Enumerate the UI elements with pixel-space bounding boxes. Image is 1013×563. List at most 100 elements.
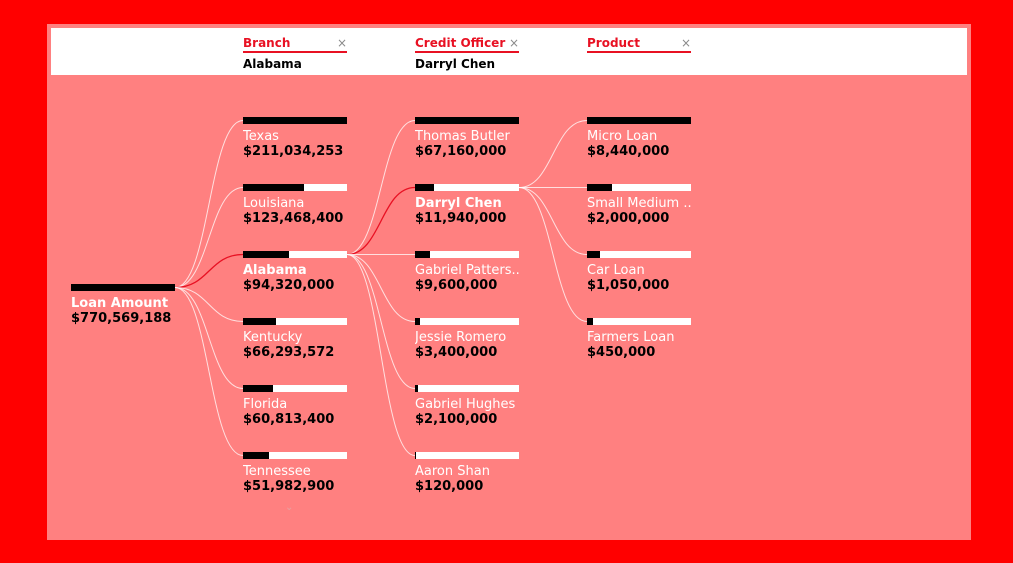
node-product[interactable]: Micro Loan $8,440,000 bbox=[587, 117, 691, 159]
tree-link bbox=[174, 120, 244, 288]
node-label: Alabama bbox=[243, 263, 307, 278]
tree-link bbox=[174, 287, 244, 322]
node-value: $211,034,253 bbox=[243, 144, 344, 159]
value-bar-fill bbox=[243, 318, 276, 325]
tree-link bbox=[518, 187, 588, 255]
tree-link bbox=[346, 254, 416, 389]
node-label: Aaron Shan bbox=[415, 464, 490, 479]
value-bar-fill bbox=[243, 117, 347, 124]
node-officer[interactable]: Thomas Butler $67,160,000 bbox=[415, 117, 519, 159]
node-branch-louisiana[interactable]: Louisiana $123,468,400 bbox=[243, 184, 347, 226]
value-bar bbox=[71, 284, 175, 291]
tree-link bbox=[346, 254, 416, 322]
node-value: $770,569,188 bbox=[71, 311, 172, 326]
node-branch-florida[interactable]: Florida $60,813,400 bbox=[243, 385, 347, 427]
tree-link bbox=[174, 287, 244, 389]
value-bar-fill bbox=[415, 385, 419, 392]
node-value: $8,440,000 bbox=[587, 144, 670, 159]
value-bar bbox=[415, 318, 519, 325]
node-label: Florida bbox=[243, 397, 288, 412]
node-product[interactable]: Small Medium ... $2,000,000 bbox=[587, 184, 691, 226]
value-bar-fill bbox=[587, 318, 593, 325]
node-value: $3,400,000 bbox=[415, 345, 498, 360]
node-label: Gabriel Patters... bbox=[415, 263, 519, 278]
node-value: $66,293,572 bbox=[243, 345, 335, 360]
value-bar bbox=[587, 251, 691, 258]
close-icon[interactable]: × bbox=[336, 36, 347, 50]
node-label: Texas bbox=[243, 129, 279, 144]
value-bar bbox=[243, 452, 347, 459]
header-credit-officer: Credit Officer × Darryl Chen bbox=[415, 36, 519, 71]
tree-link bbox=[174, 187, 244, 288]
header-branch: Branch × Alabama bbox=[243, 36, 347, 71]
value-bar bbox=[415, 184, 519, 191]
header-credit-officer-title[interactable]: Credit Officer × bbox=[415, 36, 519, 53]
header-branch-title[interactable]: Branch × bbox=[243, 36, 347, 53]
node-officer[interactable]: Gabriel Patters... $9,600,000 bbox=[415, 251, 519, 293]
tree-link bbox=[174, 287, 244, 456]
value-bar bbox=[243, 251, 347, 258]
selected-link bbox=[174, 253, 244, 289]
value-bar bbox=[587, 318, 691, 325]
selected-link bbox=[346, 186, 416, 256]
node-branch-kentucky[interactable]: Kentucky $66,293,572 bbox=[243, 318, 347, 360]
value-bar bbox=[243, 117, 347, 124]
node-branch-alabama[interactable]: Alabama $94,320,000 bbox=[243, 251, 347, 293]
node-value: $123,468,400 bbox=[243, 211, 344, 226]
node-product[interactable]: Farmers Loan $450,000 bbox=[587, 318, 691, 360]
node-label: Tennessee bbox=[243, 464, 311, 479]
node-value: $450,000 bbox=[587, 345, 656, 360]
node-value: $2,100,000 bbox=[415, 412, 498, 427]
node-label: Micro Loan bbox=[587, 129, 658, 144]
value-bar bbox=[243, 385, 347, 392]
value-bar bbox=[415, 117, 519, 124]
node-value: $11,940,000 bbox=[415, 211, 507, 226]
value-bar-fill bbox=[243, 385, 273, 392]
value-bar-fill bbox=[243, 251, 290, 258]
value-bar-fill bbox=[587, 251, 600, 258]
value-bar bbox=[587, 117, 691, 124]
tree-link bbox=[518, 187, 588, 322]
node-value: $120,000 bbox=[415, 479, 484, 494]
close-icon[interactable]: × bbox=[508, 36, 519, 50]
node-branch-tennessee[interactable]: Tennessee $51,982,900 bbox=[243, 452, 347, 494]
node-branch-texas[interactable]: Texas $211,034,253 bbox=[243, 117, 347, 159]
node-product[interactable]: Car Loan $1,050,000 bbox=[587, 251, 691, 293]
node-officer[interactable]: Aaron Shan $120,000 bbox=[415, 452, 519, 494]
value-bar bbox=[415, 251, 519, 258]
tree-link bbox=[346, 120, 416, 255]
node-label: Small Medium ... bbox=[587, 196, 691, 211]
node-label: Jessie Romero bbox=[415, 330, 507, 345]
value-bar bbox=[415, 452, 519, 459]
header-product: Product × bbox=[587, 36, 691, 57]
value-bar-fill bbox=[243, 184, 304, 191]
value-bar-fill bbox=[587, 117, 691, 124]
value-bar-fill bbox=[243, 452, 269, 459]
node-label: Car Loan bbox=[587, 263, 645, 278]
node-label: Loan Amount bbox=[71, 296, 169, 311]
close-icon[interactable]: × bbox=[680, 36, 691, 50]
node-officer[interactable]: Jessie Romero $3,400,000 bbox=[415, 318, 519, 360]
value-bar-fill bbox=[587, 184, 612, 191]
header-branch-value: Alabama bbox=[243, 57, 302, 71]
node-label: Thomas Butler bbox=[415, 129, 510, 144]
node-value: $94,320,000 bbox=[243, 278, 335, 293]
tree-link bbox=[346, 254, 416, 456]
node-officer[interactable]: Darryl Chen $11,940,000 bbox=[415, 184, 519, 226]
node-officer[interactable]: Gabriel Hughes $2,100,000 bbox=[415, 385, 519, 427]
value-bar-fill bbox=[71, 284, 175, 291]
tree-link bbox=[518, 120, 588, 188]
node-label: Farmers Loan bbox=[587, 330, 675, 345]
value-bar-fill bbox=[415, 251, 430, 258]
value-bar-fill bbox=[415, 184, 434, 191]
node-root[interactable]: Loan Amount $770,569,188 bbox=[71, 284, 175, 326]
node-value: $51,982,900 bbox=[243, 479, 335, 494]
chevron-down-icon[interactable]: ⌄ bbox=[285, 502, 294, 513]
node-label: Louisiana bbox=[243, 196, 305, 211]
header-product-title[interactable]: Product × bbox=[587, 36, 691, 53]
value-bar bbox=[415, 385, 519, 392]
header-credit-officer-value: Darryl Chen bbox=[415, 57, 496, 71]
node-value: $2,000,000 bbox=[587, 211, 670, 226]
node-label: Gabriel Hughes bbox=[415, 397, 516, 412]
